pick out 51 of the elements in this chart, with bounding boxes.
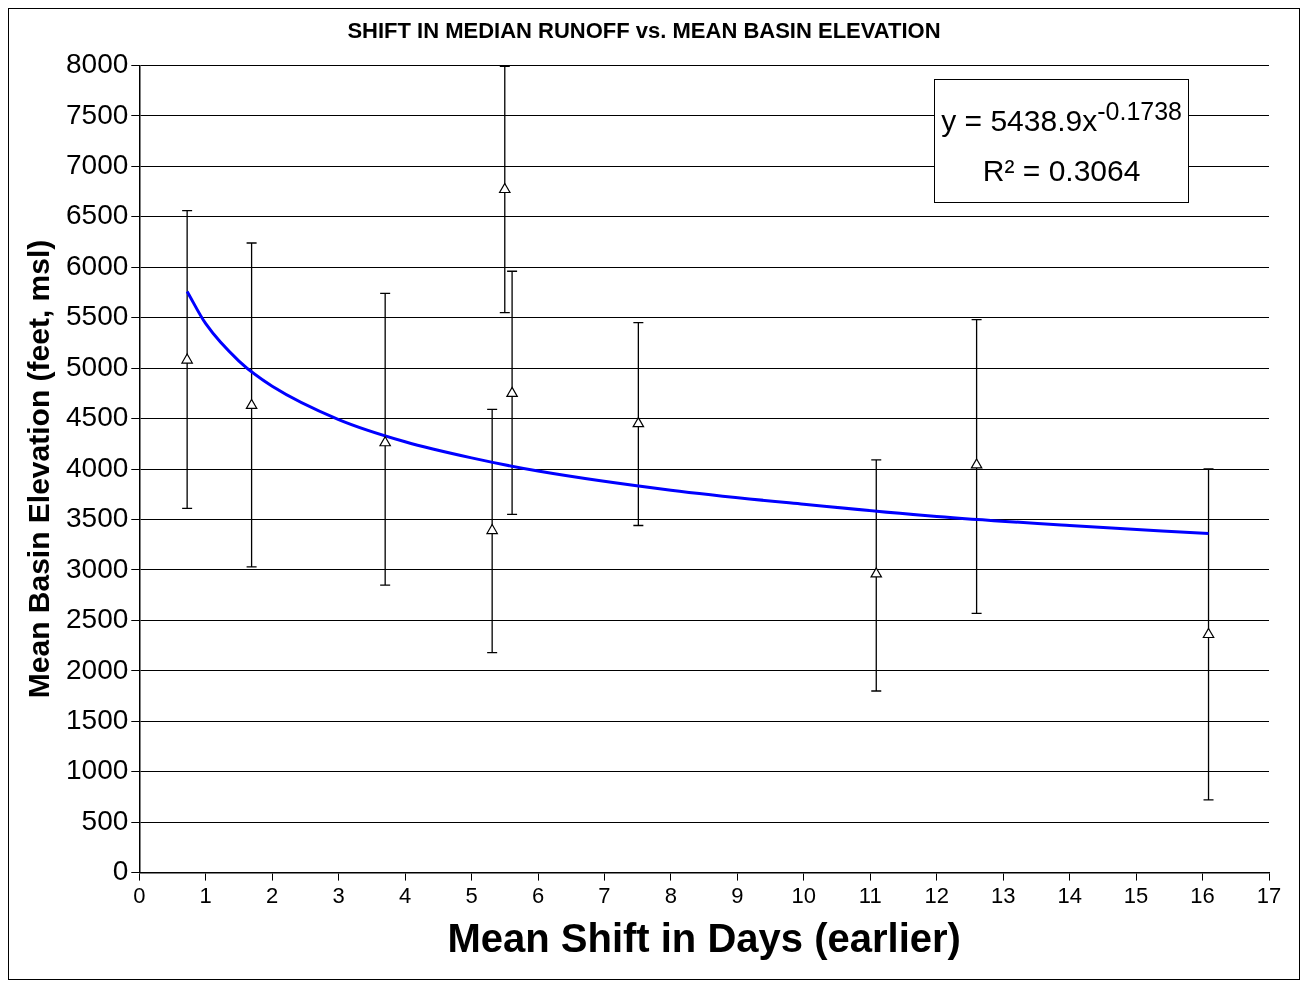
- x-tick-label: 1: [199, 882, 212, 908]
- annotation: y = 5438.9x$^{-0.1738}$: [941, 96, 1182, 140]
- point: [632, 417, 645, 428]
- x-tick-label: 4: [398, 882, 412, 908]
- y-tick-label: 1500: [65, 703, 129, 735]
- y-tick-label: 2000: [65, 653, 129, 685]
- point: [245, 398, 258, 410]
- y-tick-label: 2500: [65, 603, 129, 635]
- y-tick-label: 3000: [65, 552, 129, 584]
- point: [870, 567, 883, 578]
- x-tick-label: 11: [858, 882, 882, 908]
- y-tick-label: 3500: [65, 502, 129, 534]
- y-tick-label: 7000: [65, 149, 129, 181]
- point: [1202, 627, 1215, 639]
- line-series: [185, 289, 1211, 536]
- y-tick-label: 8000: [65, 48, 129, 80]
- x-tick-label: 6: [531, 882, 545, 908]
- y-tick-label: 4000: [65, 451, 129, 483]
- y-axis-title: Mean Basin Elevation (feet, msl): [22, 239, 56, 699]
- y-tick-label: 4500: [65, 401, 129, 433]
- y-tick-label: 6000: [65, 249, 129, 281]
- y-tick-label: 5500: [65, 300, 129, 332]
- x-tick-label: 12: [924, 882, 949, 908]
- x-tick-label: 3: [332, 882, 345, 908]
- x-tick-label: 16: [1190, 882, 1215, 908]
- y-tick-label: 0: [112, 855, 129, 887]
- point: [498, 182, 511, 194]
- chart-title: SHIFT IN MEDIAN RUNOFF vs. MEAN BASIN ELEVATION: [347, 18, 941, 44]
- x-tick-label: 5: [465, 882, 478, 908]
- point: [181, 353, 193, 364]
- x-tick-label: 0: [133, 882, 146, 908]
- x-tick-label: 9: [731, 882, 744, 908]
- point: [506, 386, 518, 397]
- y-tick-label: 500: [81, 804, 129, 836]
- x-tick-label: 8: [664, 882, 678, 908]
- y-tick-label: 5000: [65, 350, 129, 382]
- x-axis-title: Mean Shift in Days (earlier): [447, 916, 961, 961]
- x-tick-label: 17: [1256, 882, 1282, 908]
- y-tick-label: 7500: [65, 98, 129, 130]
- y-tick-label: 6500: [65, 199, 129, 231]
- x-tick-label: 10: [791, 882, 817, 908]
- x-tick-label: 13: [990, 882, 1016, 908]
- point: [486, 523, 498, 535]
- point: [379, 436, 391, 447]
- y-tick-label: 1000: [65, 754, 129, 786]
- x-tick-label: 2: [266, 882, 279, 908]
- annotation: R² = 0.3064: [981, 153, 1142, 190]
- point: [970, 458, 983, 469]
- x-tick-label: 15: [1123, 882, 1149, 908]
- x-tick-label: 14: [1057, 882, 1082, 908]
- x-tick-label: 7: [598, 882, 611, 908]
